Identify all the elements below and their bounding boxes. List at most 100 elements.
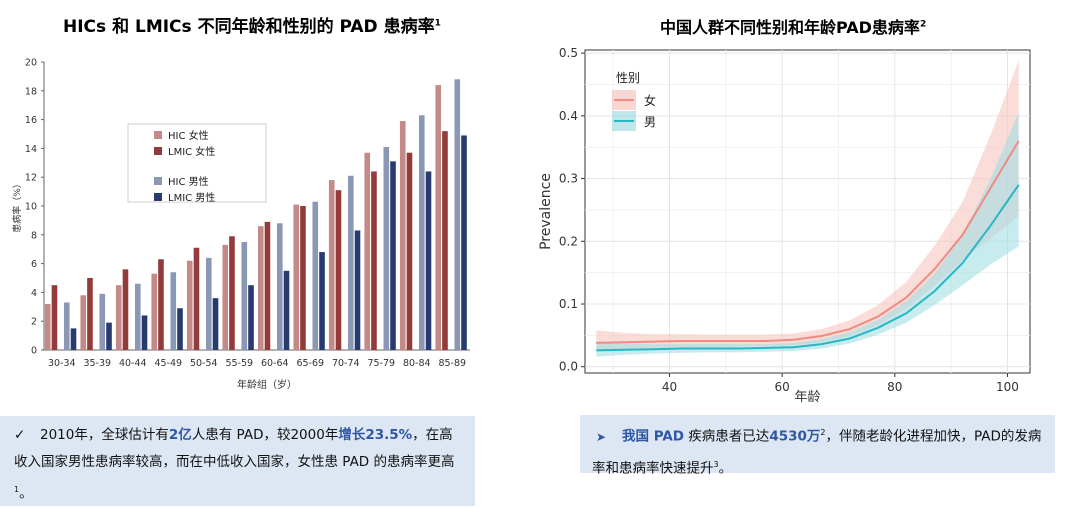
x-tick-label: 55-59 — [225, 358, 253, 369]
bar — [170, 272, 177, 350]
series-line — [596, 140, 1020, 344]
x-tick-label: 75-79 — [367, 358, 395, 369]
bar — [276, 223, 283, 350]
bar — [134, 283, 141, 350]
bar — [383, 146, 390, 350]
bar — [80, 295, 87, 350]
right-chart-title: 中国人群不同性别和年龄PAD患病率2 — [660, 18, 927, 37]
y-tick-label: 14 — [25, 144, 37, 155]
x-tick-label: 70-74 — [332, 358, 360, 369]
bar — [99, 293, 106, 350]
bar — [222, 244, 229, 350]
bar — [418, 115, 425, 350]
bar-chart: 0 2 4 6 8 10 12 14 16 18 20 30-34 35-39 40-44 45-49 50-… — [11, 58, 470, 391]
legend-box — [127, 123, 267, 203]
bar — [257, 226, 264, 350]
bar — [141, 315, 148, 350]
check-icon: ✓ — [14, 427, 26, 443]
bar — [312, 201, 319, 350]
series-line — [596, 184, 1020, 352]
y-tick-label: 0.4 — [559, 109, 578, 123]
y-tick-label: 0.1 — [559, 297, 578, 311]
y-tick-label: 18 — [25, 86, 37, 97]
right-title-footnote: 2 — [919, 19, 927, 30]
bar — [335, 190, 342, 350]
bar — [390, 161, 396, 350]
y-axis-label: Prevalence — [538, 173, 554, 250]
bar — [264, 221, 271, 350]
bar — [229, 236, 235, 350]
bar — [193, 247, 200, 350]
legend-swatch — [154, 147, 162, 155]
x-tick-label: 85-89 — [438, 358, 466, 369]
bar — [63, 302, 70, 350]
legend-swatch — [154, 193, 162, 201]
left-chart-title: HICs 和 LMICs 不同年龄和性别的 PAD 患病率1 — [63, 17, 441, 37]
bar — [283, 270, 290, 350]
bar — [248, 285, 254, 350]
confidence-band — [596, 60, 1019, 351]
y-tick-label: 0.0 — [559, 360, 578, 374]
x-tick-label: 80 — [887, 380, 902, 394]
y-tick-label: 0.3 — [559, 172, 578, 186]
x-tick-label: 35-39 — [83, 358, 111, 369]
bar — [122, 269, 129, 350]
legend-label: HIC 男性 — [168, 175, 209, 188]
x-axis-label: 年龄组（岁） — [237, 378, 297, 391]
bar — [371, 171, 377, 350]
y-tick-label: 2 — [31, 317, 37, 328]
bar — [354, 230, 361, 350]
legend-title: 性别 — [616, 71, 640, 85]
y-tick-label: 16 — [25, 115, 37, 126]
bar — [300, 206, 306, 350]
left-title-footnote: 1 — [434, 18, 441, 29]
y-tick-label: 0 — [31, 346, 37, 357]
bar — [51, 285, 58, 350]
bar — [151, 273, 158, 350]
bar — [293, 204, 300, 350]
bar — [44, 303, 51, 350]
x-tick-label: 65-69 — [296, 358, 324, 369]
bar — [461, 135, 467, 350]
legend-label: HIC 女性 — [168, 129, 209, 142]
y-tick-label: 8 — [31, 230, 37, 241]
legend-label: LMIC 男性 — [168, 191, 215, 204]
x-tick-label: 50-54 — [190, 358, 218, 369]
y-axis-label: 患病率（%） — [11, 179, 23, 233]
bar — [177, 308, 183, 350]
x-tick-label: 45-49 — [154, 358, 182, 369]
y-tick-label: 20 — [25, 58, 37, 69]
bar — [454, 79, 461, 350]
bar — [319, 252, 325, 350]
legend-label: LMIC 女性 — [168, 145, 215, 158]
bar — [435, 85, 442, 350]
y-tick-label: 0.5 — [559, 46, 578, 60]
x-tick-label: 80-84 — [403, 358, 431, 369]
y-tick-label: 12 — [25, 173, 37, 184]
y-tick-label: 4 — [31, 288, 37, 299]
y-tick-label: 0.2 — [559, 234, 578, 248]
bar — [364, 152, 371, 350]
x-tick-label: 60 — [775, 380, 790, 394]
bar — [106, 322, 112, 350]
bar — [406, 152, 413, 350]
x-tick-label: 40 — [662, 380, 677, 394]
bar — [212, 298, 219, 350]
bar — [241, 242, 248, 350]
legend-label: 男 — [644, 115, 656, 129]
x-tick-label: 30-34 — [48, 358, 76, 369]
x-axis-label: 年龄 — [794, 390, 820, 405]
bar — [87, 278, 93, 350]
legend-label: 女 — [644, 93, 656, 108]
bar — [158, 259, 164, 350]
x-tick-label: 40-44 — [119, 358, 147, 369]
right-note-box: ➤ 我国 PAD 疾病患者已达4530万2，伴随老龄化进程加快，PAD的发病率和患… — [580, 415, 1055, 476]
bar — [186, 260, 193, 350]
y-tick-label: 6 — [31, 259, 37, 270]
legend-swatch — [154, 131, 162, 139]
x-tick-label: 100 — [996, 380, 1019, 394]
bar — [399, 121, 406, 350]
bar — [205, 257, 212, 350]
bar — [425, 171, 432, 350]
bar — [442, 131, 448, 350]
